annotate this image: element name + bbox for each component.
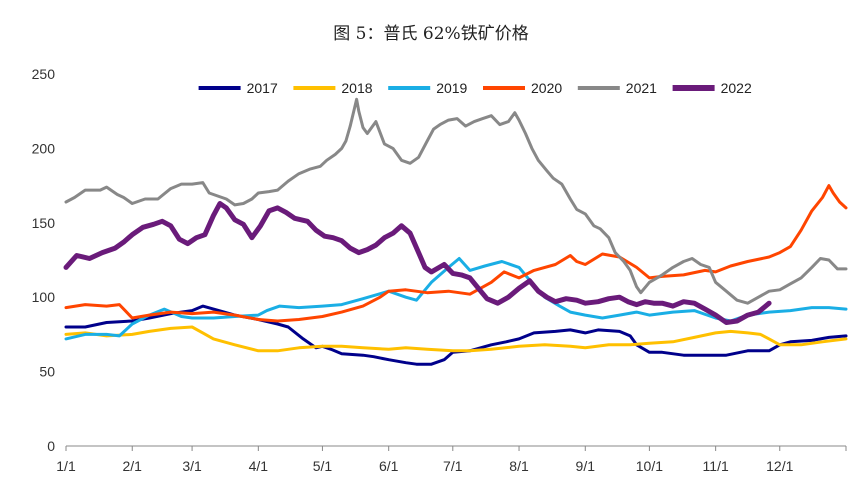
x-tick-label: 10/1 [636, 458, 663, 474]
series-line-2017 [64, 304, 848, 366]
series-line-2020 [64, 184, 848, 323]
x-tick-label: 1/1 [56, 458, 76, 474]
y-tick-label: 0 [47, 438, 55, 454]
series-layer [63, 97, 848, 366]
legend-label-2017: 2017 [247, 80, 278, 96]
x-tick-label: 5/1 [313, 458, 333, 474]
y-tick-label: 150 [32, 215, 56, 231]
x-tick-label: 8/1 [509, 458, 529, 474]
y-tick-label: 100 [32, 289, 56, 305]
legend-label-2021: 2021 [626, 80, 657, 96]
x-tick-label: 11/1 [703, 458, 729, 474]
legend-label-2018: 2018 [341, 80, 372, 96]
x-tick-label: 12/1 [766, 458, 793, 474]
series-line-2022 [63, 201, 772, 325]
x-tick-label: 7/1 [443, 458, 463, 474]
series-line-2018 [64, 325, 848, 353]
series-line-2019 [64, 257, 848, 341]
x-tick-label: 4/1 [249, 458, 269, 474]
y-tick-label: 50 [39, 364, 55, 380]
y-tick-label: 250 [32, 66, 56, 82]
x-tick-label: 9/1 [576, 458, 596, 474]
legend-label-2020: 2020 [531, 80, 562, 96]
series-line-2021 [64, 97, 848, 305]
x-tick-label: 2/1 [123, 458, 143, 474]
y-axis: 0 50 100 150 200 250 [32, 66, 56, 454]
x-tick-label: 3/1 [182, 458, 202, 474]
chart-title: 图 5：普氏 62%铁矿价格 [333, 24, 528, 44]
legend-label-2019: 2019 [436, 80, 467, 96]
y-tick-label: 200 [32, 140, 56, 156]
legend: 2017 2018 2019 2020 2021 2022 [198, 80, 752, 96]
x-axis: 1/1 2/1 3/1 4/1 5/1 6/1 7/1 8/1 9/1 10/1 11/1 12/1 [56, 446, 847, 474]
legend-label-2022: 2022 [721, 80, 752, 96]
x-tick-label: 6/1 [379, 458, 399, 474]
